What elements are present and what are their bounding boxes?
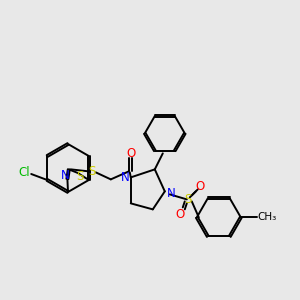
Text: S: S — [76, 170, 83, 184]
Text: S: S — [88, 165, 95, 178]
Text: N: N — [167, 187, 175, 200]
Text: O: O — [126, 147, 135, 160]
Text: S: S — [184, 193, 191, 206]
Text: O: O — [195, 180, 204, 193]
Text: O: O — [175, 208, 184, 221]
Text: N: N — [61, 169, 70, 182]
Text: CH₃: CH₃ — [257, 212, 276, 222]
Text: Cl: Cl — [18, 167, 30, 179]
Text: N: N — [120, 171, 129, 184]
